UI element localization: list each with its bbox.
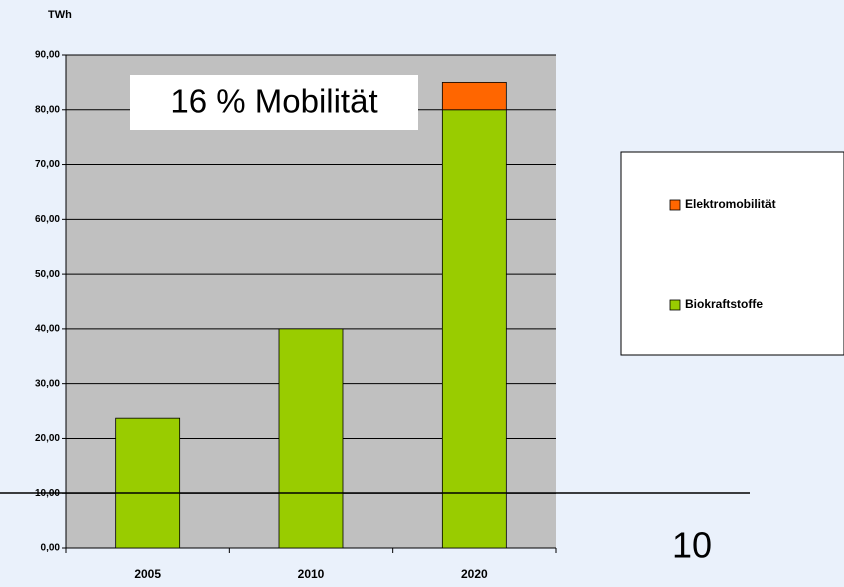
y-tick-label: 20,00 xyxy=(35,433,60,444)
y-tick-label: 50,00 xyxy=(35,269,60,280)
y-tick-label: 0,00 xyxy=(41,543,61,554)
legend-swatch xyxy=(669,199,681,211)
y-tick-label: 80,00 xyxy=(35,104,60,115)
y-tick-label: 40,00 xyxy=(35,324,60,335)
bar-segment xyxy=(441,81,507,111)
y-tick-label: 70,00 xyxy=(35,159,60,170)
y-axis-label: TWh xyxy=(48,9,72,21)
annotation-box xyxy=(130,75,418,130)
annotation: 16 % Mobilität xyxy=(170,83,377,120)
x-tick-label: 2005 xyxy=(134,567,161,581)
legend-label: Elektromobilität xyxy=(685,197,776,211)
bar-segment xyxy=(441,109,507,549)
legend-label: Biokraftstoffe xyxy=(685,297,763,311)
y-tick-label: 60,00 xyxy=(35,214,60,225)
bar-segment xyxy=(278,328,344,549)
bar-segment xyxy=(115,417,181,549)
x-tick-label: 2010 xyxy=(298,567,325,581)
bars xyxy=(115,81,507,549)
y-tick-label: 10,00 xyxy=(35,488,60,499)
legend: Biokraftstoffe Elektromobilität xyxy=(669,197,776,311)
y-tick-label: 90,00 xyxy=(35,50,60,61)
legend-swatch xyxy=(669,299,681,311)
y-tick-label: 30,00 xyxy=(35,378,60,389)
slide-number: 10 xyxy=(672,525,712,566)
x-tick-label: 2020 xyxy=(461,567,488,581)
legend-box xyxy=(620,151,844,356)
